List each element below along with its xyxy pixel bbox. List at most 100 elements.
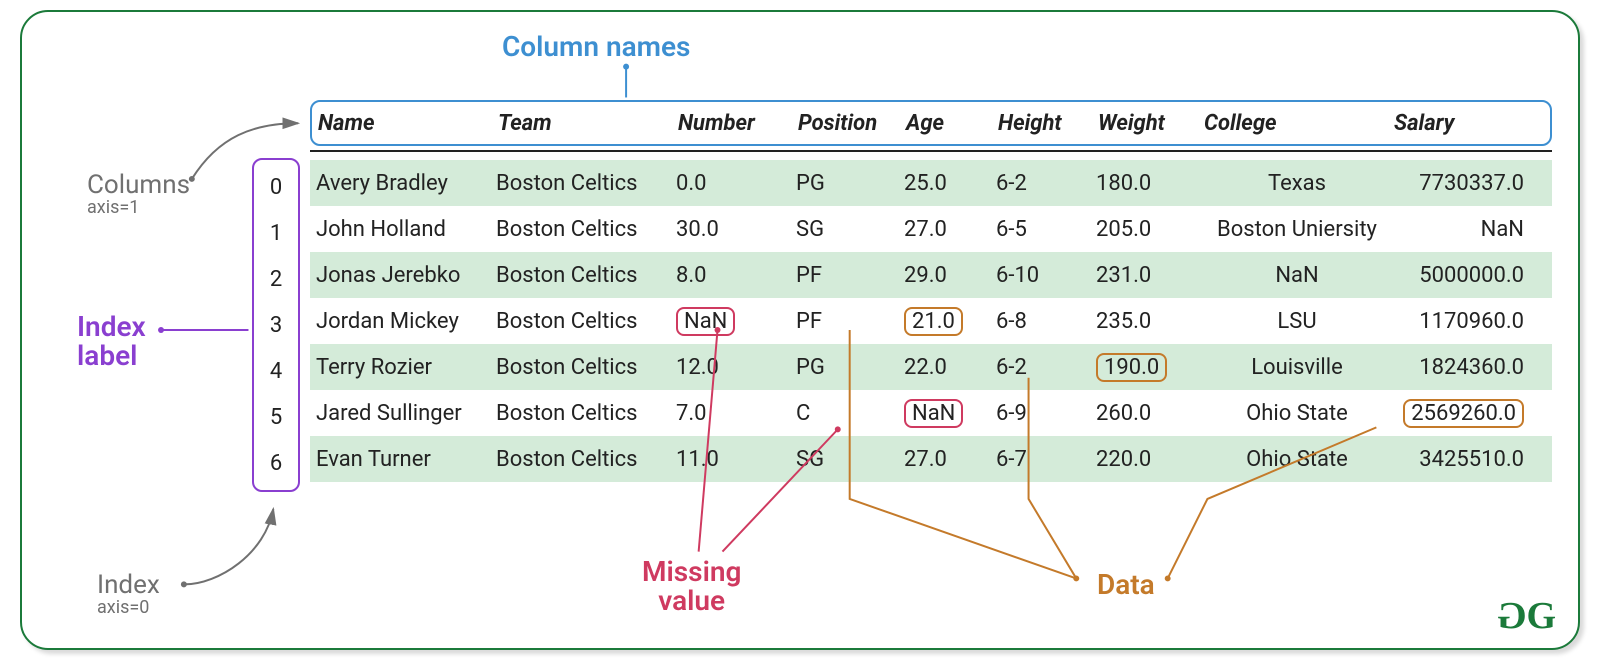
cell-college: Ohio State	[1202, 447, 1392, 472]
cell-college: LSU	[1202, 309, 1392, 334]
cell-college: Louisville	[1202, 355, 1392, 380]
cell-position: SG	[796, 447, 904, 472]
idx-6: 6	[254, 440, 298, 486]
index-box: 0 1 2 3 4 5 6	[252, 158, 300, 492]
cell-salary: NaN	[1392, 217, 1532, 242]
cell-name: Jonas Jerebko	[316, 263, 496, 288]
cell-weight: 220.0	[1096, 447, 1202, 472]
cell-height: 6-2	[996, 355, 1096, 380]
index-sub: axis=0	[97, 599, 160, 618]
table-row: Evan TurnerBoston Celtics11.0SG27.06-722…	[310, 436, 1552, 482]
cell-position: PF	[796, 309, 904, 334]
table-row: John HollandBoston Celtics30.0SG27.06-52…	[310, 206, 1552, 252]
cell-age: 29.0	[904, 263, 996, 288]
cell-team: Boston Celtics	[496, 447, 676, 472]
cell-number: 11.0	[676, 447, 796, 472]
header-underline	[310, 150, 1552, 152]
cell-college: Boston Uniersity	[1202, 217, 1392, 242]
cell-position: PG	[796, 355, 904, 380]
hdr-name: Name	[318, 111, 498, 136]
outer-frame: Column names Columns axis=1 Index label …	[20, 10, 1580, 650]
cell-salary: 3425510.0	[1392, 447, 1532, 472]
cell-height: 6-10	[996, 263, 1096, 288]
cell-weight: 235.0	[1096, 309, 1202, 334]
cell-position: PF	[796, 263, 904, 288]
missing-value-label: Missing value	[642, 557, 741, 616]
cell-age: NaN	[904, 399, 996, 428]
hdr-salary: Salary	[1394, 111, 1534, 136]
cell-number: 30.0	[676, 217, 796, 242]
cell-name: Terry Rozier	[316, 355, 496, 380]
cell-number: 7.0	[676, 401, 796, 426]
cell-salary: 1824360.0	[1392, 355, 1532, 380]
cell-team: Boston Celtics	[496, 171, 676, 196]
cell-name: Evan Turner	[316, 447, 496, 472]
cell-height: 6-5	[996, 217, 1096, 242]
cell-salary: 5000000.0	[1392, 263, 1532, 288]
cell-team: Boston Celtics	[496, 355, 676, 380]
cell-weight: 190.0	[1096, 353, 1202, 382]
cell-height: 6-2	[996, 171, 1096, 196]
columns-text: Columns	[87, 170, 190, 200]
cell-team: Boston Celtics	[496, 217, 676, 242]
cell-weight: 180.0	[1096, 171, 1202, 196]
cell-number: 8.0	[676, 263, 796, 288]
cell-position: C	[796, 401, 904, 426]
cell-team: Boston Celtics	[496, 263, 676, 288]
cell-salary: 2569260.0	[1392, 399, 1532, 428]
missing-line1: Missing	[642, 555, 741, 588]
cell-college: NaN	[1202, 263, 1392, 288]
cell-age: 21.0	[904, 307, 996, 336]
idx-4: 4	[254, 348, 298, 394]
cell-salary: 7730337.0	[1392, 171, 1532, 196]
cell-team: Boston Celtics	[496, 309, 676, 334]
cell-number: 12.0	[676, 355, 796, 380]
cell-team: Boston Celtics	[496, 401, 676, 426]
cell-weight: 260.0	[1096, 401, 1202, 426]
index-label-label: Index label	[77, 312, 146, 371]
cell-college: Texas	[1202, 171, 1392, 196]
table-row: Jared SullingerBoston Celtics7.0CNaN6-92…	[310, 390, 1552, 436]
cell-height: 6-9	[996, 401, 1096, 426]
body-rows: Avery BradleyBoston Celtics0.0PG25.06-21…	[310, 160, 1552, 482]
table-row: Jordan MickeyBoston CelticsNaNPF21.06-82…	[310, 298, 1552, 344]
cell-college: Ohio State	[1202, 401, 1392, 426]
idx-2: 2	[254, 256, 298, 302]
cell-name: John Holland	[316, 217, 496, 242]
index-label-line2: label	[77, 339, 137, 372]
idx-0: 0	[254, 164, 298, 210]
cell-age: 27.0	[904, 447, 996, 472]
cell-age: 27.0	[904, 217, 996, 242]
cell-number: NaN	[676, 307, 796, 336]
table-row: Jonas JerebkoBoston Celtics8.0PF29.06-10…	[310, 252, 1552, 298]
hdr-team: Team	[498, 111, 678, 136]
idx-3: 3	[254, 302, 298, 348]
cell-age: 22.0	[904, 355, 996, 380]
hdr-college: College	[1204, 111, 1394, 136]
index-text: Index	[97, 570, 160, 600]
cell-position: SG	[796, 217, 904, 242]
cell-name: Jared Sullinger	[316, 401, 496, 426]
column-names-label: Column names	[502, 30, 690, 63]
cell-number: 0.0	[676, 171, 796, 196]
table-row: Terry RozierBoston Celtics12.0PG22.06-21…	[310, 344, 1552, 390]
cell-age: 25.0	[904, 171, 996, 196]
columns-sub: axis=1	[87, 199, 190, 218]
data-label: Data	[1097, 568, 1155, 601]
table-row: Avery BradleyBoston Celtics0.0PG25.06-21…	[310, 160, 1552, 206]
header-row: Name Team Number Position Age Height Wei…	[310, 100, 1552, 146]
hdr-number: Number	[678, 111, 798, 136]
cell-name: Avery Bradley	[316, 171, 496, 196]
cell-weight: 205.0	[1096, 217, 1202, 242]
columns-axis-label: Columns axis=1	[87, 172, 190, 218]
logo-icon: GG	[1499, 594, 1554, 638]
index-axis-label: Index axis=0	[97, 572, 160, 618]
missing-line2: value	[658, 584, 725, 617]
cell-position: PG	[796, 171, 904, 196]
cell-name: Jordan Mickey	[316, 309, 496, 334]
hdr-weight: Weight	[1098, 111, 1204, 136]
cell-weight: 231.0	[1096, 263, 1202, 288]
dataframe-table: Name Team Number Position Age Height Wei…	[252, 100, 1552, 482]
hdr-height: Height	[998, 111, 1098, 136]
hdr-age: Age	[906, 111, 998, 136]
